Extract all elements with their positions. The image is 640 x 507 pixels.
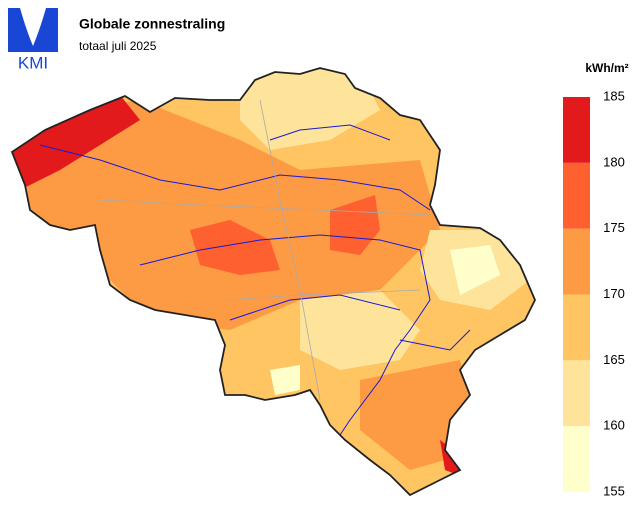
title: Globale zonnestraling xyxy=(79,16,225,32)
legend-band xyxy=(563,426,590,492)
map xyxy=(12,68,535,495)
legend-band xyxy=(563,97,590,163)
legend-band xyxy=(563,294,590,361)
legend-tick-label: 175 xyxy=(603,220,625,235)
logo-text: KMI xyxy=(18,53,48,72)
legend-tick-label: 155 xyxy=(603,483,625,498)
legend-band xyxy=(563,228,590,295)
legend-tick-label: 180 xyxy=(603,154,625,169)
legend-tick-label: 185 xyxy=(603,88,625,103)
subtitle: totaal juli 2025 xyxy=(79,39,157,53)
legend-band xyxy=(563,360,590,427)
legend: 155 160 165 170 175 180 185 xyxy=(563,88,625,498)
legend-tick-label: 170 xyxy=(603,286,625,301)
logo: KMI xyxy=(8,8,58,72)
legend-tick-label: 160 xyxy=(603,418,625,433)
legend-unit: kWh/m² xyxy=(585,61,628,75)
legend-band xyxy=(563,162,590,229)
legend-tick-label: 165 xyxy=(603,352,625,367)
